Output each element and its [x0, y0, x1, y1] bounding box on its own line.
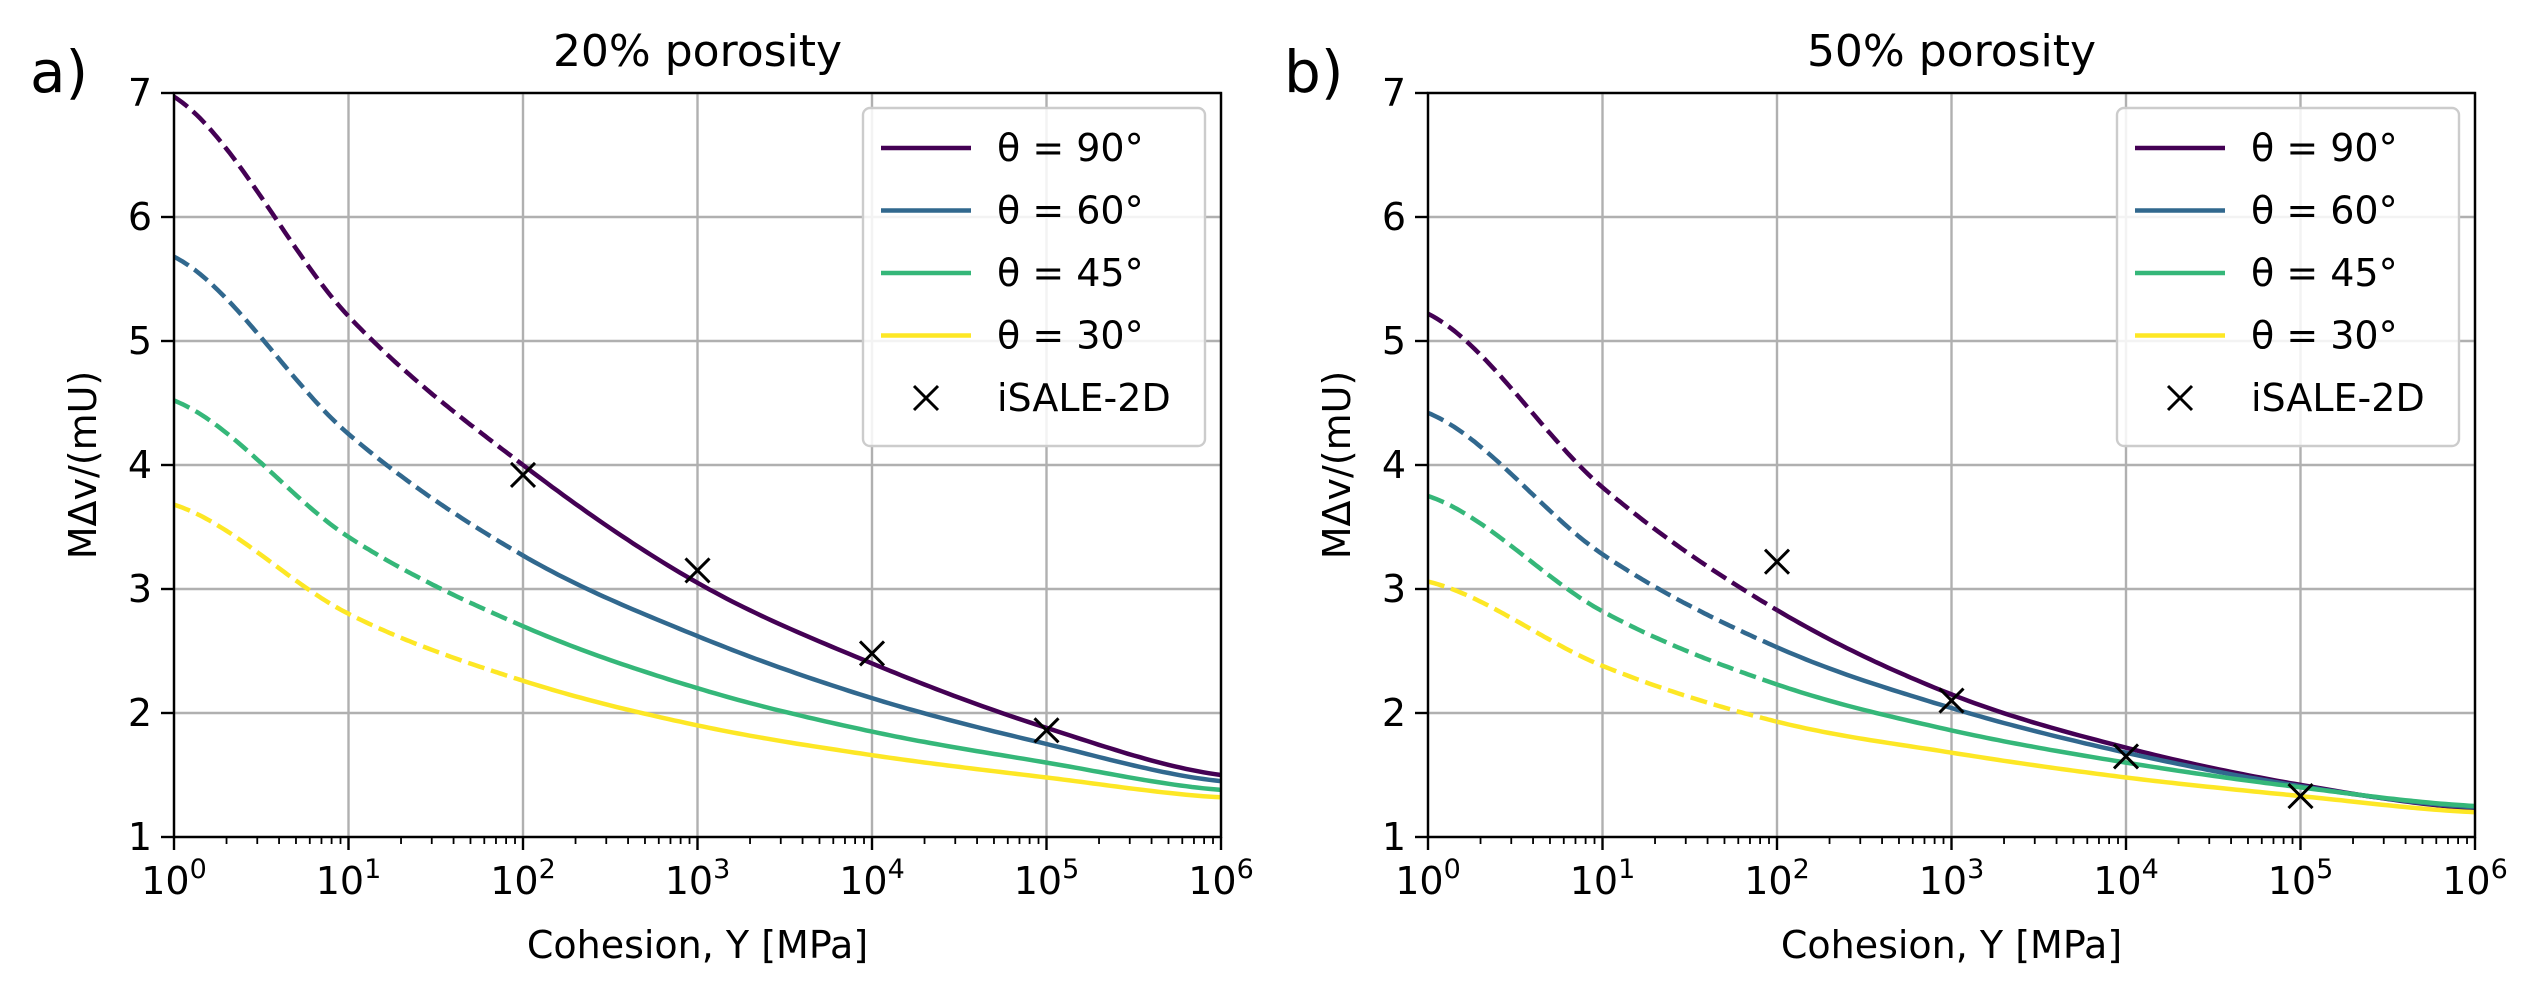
y-tick-label: 4: [128, 443, 152, 487]
series-line-dashed-4: [173, 502, 524, 683]
series-line-dashed-1: [1426, 311, 1779, 613]
y-tick-label: 6: [128, 195, 152, 239]
legend-item: θ = 30°: [2135, 314, 2398, 358]
y-tick-label: 6: [1382, 195, 1406, 239]
legend: θ = 90° θ = 60° θ = 45° θ = 30° iSALE-2D: [2115, 106, 2461, 448]
x-tick-label: 105: [2268, 854, 2334, 903]
isale-marker: [1033, 717, 1060, 744]
isale-marker: [1763, 548, 1791, 575]
y-tick-label: 2: [1382, 691, 1406, 735]
y-tick-label: 5: [128, 319, 152, 363]
y-axis: 1 2 3 4 5 6 7: [128, 71, 174, 859]
legend: θ = 90° θ = 60° θ = 45° θ = 30° iSALE-2D: [861, 106, 1207, 448]
series-line-dashed-2: [1427, 410, 1778, 650]
y-tick-label: 2: [128, 691, 152, 735]
x-tick-label: 100: [1395, 854, 1461, 903]
legend-label: iSALE-2D: [2251, 376, 2425, 420]
x-axis: 100 101 102 103 104 105 106: [1395, 837, 2508, 903]
chart-title: 50% porosity: [1807, 26, 2096, 77]
legend-label: θ = 60°: [2251, 189, 2398, 233]
legend-item: θ = 45°: [2135, 251, 2398, 295]
series-line-3: [1776, 682, 2476, 809]
x-tick-label: 100: [141, 854, 207, 903]
y-axis-label: MΔv/(mU): [61, 371, 105, 560]
series-line-2: [521, 553, 1222, 784]
series-line-dashed-2: [172, 254, 525, 558]
chart-panel-1: 100 101 102 103 104 105 106 Cohesion, Y [MPa] 1 2…: [30, 26, 1254, 967]
series-line-3: [522, 624, 1222, 793]
isale-marker: [858, 640, 886, 667]
y-tick-label: 1: [128, 815, 152, 859]
x-tick-label: 101: [316, 854, 382, 903]
legend-item-isale: iSALE-2D: [912, 376, 1171, 420]
isale-markers: [509, 461, 1060, 744]
series-group: [1426, 311, 2476, 815]
legend-label: θ = 60°: [997, 189, 1144, 233]
panel-label: b): [1284, 38, 1343, 106]
legend-item: θ = 60°: [2135, 189, 2398, 233]
x-tick-label: 104: [839, 854, 905, 903]
series-line-dashed-3: [173, 398, 524, 629]
x-tick-label: 102: [1744, 854, 1810, 903]
y-tick-label: 5: [1382, 319, 1406, 363]
isale-markers: [1763, 548, 2314, 810]
x-tick-label: 105: [1014, 854, 1080, 903]
isale-marker: [2287, 783, 2314, 810]
x-tick-label: 102: [490, 854, 556, 903]
x-tick-label: 106: [1188, 854, 1254, 903]
y-tick-label: 3: [1382, 567, 1406, 611]
series-line-dashed-3: [1427, 493, 1778, 687]
legend-item: θ = 90°: [2135, 126, 2398, 170]
legend-item: θ = 30°: [881, 314, 1144, 358]
x-tick-label: 103: [665, 854, 731, 903]
legend-item: θ = 45°: [881, 251, 1144, 295]
x-axis-label: Cohesion, Y [MPa]: [527, 923, 868, 967]
legend-item-isale: iSALE-2D: [2166, 376, 2425, 420]
legend-box: [861, 106, 1207, 448]
y-tick-label: 7: [1382, 71, 1406, 115]
legend-label: θ = 30°: [997, 314, 1144, 358]
x-axis: 100 101 102 103 104 105 106: [141, 837, 1254, 903]
series-line-dashed-1: [172, 94, 525, 467]
legend-label: θ = 45°: [2251, 251, 2398, 295]
chart-title: 20% porosity: [553, 26, 842, 77]
y-axis-label: MΔv/(mU): [1315, 371, 1359, 560]
x-tick-label: 104: [2093, 854, 2159, 903]
x-tick-label: 106: [2442, 854, 2508, 903]
isale-marker: [684, 557, 711, 584]
y-tick-label: 4: [1382, 443, 1406, 487]
x-tick-label: 101: [1570, 854, 1636, 903]
x-tick-label: 103: [1919, 854, 1985, 903]
legend-label: iSALE-2D: [997, 376, 1171, 420]
y-tick-label: 1: [1382, 815, 1406, 859]
legend-label: θ = 45°: [997, 251, 1144, 295]
isale-marker: [2112, 743, 2140, 770]
y-axis: 1 2 3 4 5 6 7: [1382, 71, 1428, 859]
series-line-4: [522, 678, 1222, 800]
legend-item: θ = 90°: [881, 126, 1144, 170]
legend-label: θ = 90°: [2251, 126, 2398, 170]
panel-label: a): [30, 38, 88, 106]
legend-label: θ = 90°: [997, 126, 1144, 170]
y-tick-label: 7: [128, 71, 152, 115]
x-axis-label: Cohesion, Y [MPa]: [1781, 923, 2122, 967]
chart-panel-2: 100 101 102 103 104 105 106 Cohesion, Y [MPa] 1 2…: [1284, 26, 2508, 967]
y-tick-label: 3: [128, 567, 152, 611]
series-line-1: [521, 463, 1222, 778]
legend-item: θ = 60°: [881, 189, 1144, 233]
legend-box: [2115, 106, 2461, 448]
series-line-dashed-4: [1427, 579, 1778, 724]
legend-label: θ = 30°: [2251, 314, 2398, 358]
series-group: [172, 94, 1222, 800]
isale-marker: [509, 461, 537, 488]
series-line-4: [1776, 719, 2476, 815]
isale-marker: [1938, 687, 1965, 714]
